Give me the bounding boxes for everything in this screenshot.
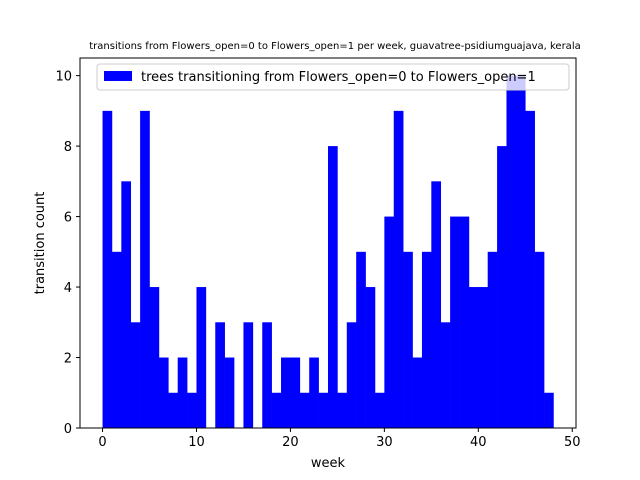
bar-week-30 (384, 216, 395, 428)
bar-week-13 (224, 357, 235, 428)
y-tick-label: 6 (64, 211, 72, 226)
y-tick-label: 0 (64, 422, 72, 437)
bar-week-46 (534, 251, 545, 428)
bar-week-3 (130, 322, 141, 428)
legend-swatch (104, 71, 132, 81)
y-tick-label: 2 (64, 352, 72, 367)
bar-week-22 (309, 357, 319, 428)
bar-week-34 (421, 251, 432, 428)
bar-week-1 (111, 251, 122, 428)
x-tick-label: 50 (564, 435, 581, 450)
x-tick-label: 0 (98, 435, 106, 450)
bar-week-20 (290, 357, 301, 428)
x-tick-label: 10 (188, 435, 205, 450)
chart-title: transitions from Flowers_open=0 to Flowe… (89, 41, 580, 52)
bar-week-24 (328, 146, 338, 428)
bar-week-5 (149, 287, 160, 428)
y-tick-label: 4 (64, 281, 72, 296)
bar-week-6 (158, 357, 169, 428)
bar-week-31 (393, 110, 404, 429)
bar-week-41 (487, 251, 498, 428)
bar-week-42 (497, 146, 507, 428)
bar-week-43 (506, 75, 517, 429)
y-tick-label: 8 (64, 140, 72, 155)
plot-frame (79, 57, 577, 429)
bar-week-17 (262, 322, 272, 428)
bar-week-18 (271, 392, 282, 428)
bar-week-12 (215, 322, 225, 428)
bar-week-45 (525, 110, 535, 429)
bar-week-28 (365, 287, 376, 428)
legend-box (96, 63, 570, 91)
bar-week-2 (121, 181, 132, 428)
bar-week-15 (243, 322, 254, 428)
y-axis-label: transition count (33, 192, 48, 295)
bars-group (102, 75, 554, 429)
bar-week-38 (459, 216, 470, 428)
bar-week-26 (346, 322, 357, 428)
legend: trees transitioning from Flowers_open=0 … (96, 63, 570, 91)
x-axis-ticks: 0 10 20 30 40 50 (98, 428, 581, 450)
bar-week-27 (356, 251, 366, 428)
bar-week-9 (187, 392, 197, 428)
bar-week-21 (299, 392, 310, 428)
x-axis-label: week (311, 456, 346, 471)
bar-week-37 (450, 216, 460, 428)
x-tick-label: 20 (282, 435, 299, 450)
bar-week-33 (412, 357, 423, 428)
y-tick-label: 10 (55, 70, 72, 85)
bar-week-23 (318, 392, 329, 428)
bar-week-47 (544, 392, 554, 428)
bar-week-4 (140, 110, 150, 429)
bar-week-25 (337, 392, 348, 428)
bar-week-29 (374, 392, 385, 428)
bar-week-32 (403, 251, 413, 428)
bar-week-0 (102, 110, 113, 429)
x-tick-label: 30 (376, 435, 393, 450)
bar-week-36 (440, 322, 451, 428)
y-axis-ticks: 0 2 4 6 8 10 (55, 70, 80, 437)
bar-week-10 (196, 287, 207, 428)
bar-week-7 (168, 392, 178, 428)
legend-label: trees transitioning from Flowers_open=0 … (141, 70, 536, 85)
bar-week-39 (468, 287, 479, 428)
bar-week-44 (515, 75, 526, 429)
x-tick-label: 40 (470, 435, 487, 450)
bar-week-8 (177, 357, 188, 428)
bar-week-40 (478, 287, 488, 428)
bar-week-19 (281, 357, 291, 428)
bar-week-35 (431, 181, 442, 428)
